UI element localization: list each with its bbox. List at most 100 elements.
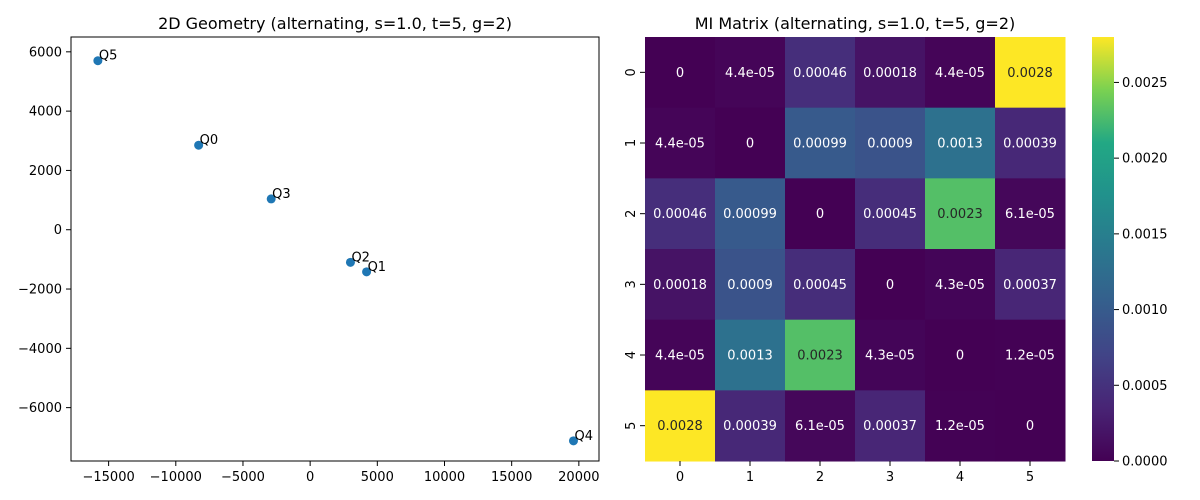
x-tick-label: −5000 <box>221 470 265 485</box>
colorbar-tick-label: 0.0010 <box>1122 303 1168 318</box>
heatmap-cell <box>715 319 786 391</box>
point-label: Q5 <box>99 49 118 64</box>
heatmap-cell-label: 0.0023 <box>797 349 843 364</box>
point-label: Q2 <box>351 250 370 265</box>
heatmap-cell-label: 0.0028 <box>1007 66 1053 81</box>
heatmap-cell-label: 0.00018 <box>863 66 917 81</box>
heatmap-cell-label: 0 <box>676 66 684 81</box>
heatmap-cell-label: 6.1e-05 <box>795 419 845 434</box>
heatmap-cell-label: 0.0009 <box>727 278 773 293</box>
heatmap-cell-label: 4.4e-05 <box>725 66 775 81</box>
point-label: Q0 <box>200 133 219 148</box>
point-marker <box>362 267 372 277</box>
heatmap-cell-label: 0.00037 <box>863 419 917 434</box>
heatmap-cell-label: 0.0013 <box>937 137 983 152</box>
col-tick-label: 5 <box>1026 470 1034 485</box>
heatmap-cell <box>925 37 996 109</box>
x-tick-label: 5000 <box>361 470 394 485</box>
col-tick-label: 3 <box>886 470 894 485</box>
point-marker <box>266 194 276 204</box>
colorbar-tick-label: 0.0005 <box>1122 379 1168 394</box>
heatmap-cell-label: 0.00046 <box>653 207 707 222</box>
heatmap-cell-label: 4.3e-05 <box>935 278 985 293</box>
heatmap-cell <box>995 390 1066 462</box>
point-marker <box>345 257 355 267</box>
heatmap-cell-label: 0.0028 <box>657 419 703 434</box>
heatmap-panel: MI Matrix (alternating, s=1.0, t=5, g=2)… <box>624 14 1168 485</box>
heatmap-cells: 0 4.4e-05 0.00046 0.00018 4.4e-05 0.0028 4.4e-… <box>645 37 1066 462</box>
heatmap-cell-label: 1.2e-05 <box>935 419 985 434</box>
heatmap-cell-label: 0.00037 <box>1003 278 1057 293</box>
colorbar-tick-label: 0.0020 <box>1122 152 1168 167</box>
scatter-ticks: −15000 −10000 −5000 0 5000 10000 15000 20000−60… <box>18 45 600 485</box>
heatmap-cell <box>855 249 926 321</box>
heatmap-cell <box>645 390 716 462</box>
heatmap-cell <box>785 37 856 109</box>
heatmap-cell <box>855 319 926 391</box>
heatmap-ticks: 0 1 2 3 4 5 0 1 2 3 4 5 <box>624 68 1034 485</box>
heatmap-cell-label: 0.0013 <box>727 349 773 364</box>
heatmap-cell <box>785 249 856 321</box>
row-tick-label: 1 <box>624 139 639 147</box>
row-tick-label: 3 <box>624 280 639 288</box>
x-tick-label: 15000 <box>491 470 532 485</box>
heatmap-cell-label: 0.0009 <box>867 137 913 152</box>
scatter-title: 2D Geometry (alternating, s=1.0, t=5, g=… <box>158 14 512 33</box>
heatmap-cell-label: 0.00045 <box>793 278 847 293</box>
heatmap-cell <box>645 249 716 321</box>
x-tick-label: 0 <box>306 470 314 485</box>
y-tick-label: −6000 <box>18 401 62 416</box>
heatmap-cell-label: 4.4e-05 <box>655 349 705 364</box>
heatmap-cell-label: 0.00039 <box>1003 137 1057 152</box>
heatmap-cell <box>995 37 1066 109</box>
heatmap-cell <box>715 37 786 109</box>
heatmap-cell <box>925 319 996 391</box>
point-label: Q4 <box>574 429 593 444</box>
heatmap-cell-label: 6.1e-05 <box>1005 207 1055 222</box>
row-tick-label: 2 <box>624 210 639 218</box>
heatmap-cell <box>785 107 856 179</box>
heatmap-cell-label: 0 <box>746 137 754 152</box>
x-tick-label: 10000 <box>424 470 465 485</box>
heatmap-cell-label: 0 <box>886 278 894 293</box>
y-tick-label: 4000 <box>29 105 62 120</box>
heatmap-cell <box>715 107 786 179</box>
col-tick-label: 1 <box>746 470 754 485</box>
colorbar-tick-label: 0.0025 <box>1122 76 1168 91</box>
col-tick-label: 2 <box>816 470 824 485</box>
point-marker <box>568 436 578 446</box>
heatmap-cell-label: 4.4e-05 <box>655 137 705 152</box>
heatmap-cell <box>925 107 996 179</box>
y-tick-label: 6000 <box>29 45 62 60</box>
heatmap-cell-label: 0.00046 <box>793 66 847 81</box>
heatmap-cell <box>645 319 716 391</box>
heatmap-cell <box>785 178 856 250</box>
heatmap-cell-label: 0.00018 <box>653 278 707 293</box>
row-tick-label: 5 <box>624 422 639 430</box>
heatmap-cell <box>855 37 926 109</box>
heatmap-cell <box>785 390 856 462</box>
heatmap-cell-label: 0 <box>956 349 964 364</box>
heatmap-cell <box>785 319 856 391</box>
heatmap-cell-label: 0 <box>816 207 824 222</box>
heatmap-cell-label: 0.00045 <box>863 207 917 222</box>
heatmap-cell <box>645 37 716 109</box>
heatmap-cell <box>925 178 996 250</box>
col-tick-label: 4 <box>956 470 964 485</box>
point-label: Q1 <box>368 260 387 275</box>
row-tick-label: 4 <box>624 351 639 359</box>
scatter-panel: 2D Geometry (alternating, s=1.0, t=5, g=… <box>18 14 600 485</box>
colorbar: 0.0000 0.0005 0.0010 0.0015 0.0020 0.0025 <box>1092 37 1168 470</box>
y-tick-label: −2000 <box>18 283 62 298</box>
heatmap-cell-label: 0.0023 <box>937 207 983 222</box>
colorbar-bar <box>1092 37 1114 461</box>
point-marker <box>194 140 204 150</box>
heatmap-cell <box>715 178 786 250</box>
heatmap-cell <box>715 249 786 321</box>
col-tick-label: 0 <box>676 470 684 485</box>
y-tick-label: 0 <box>54 223 62 238</box>
heatmap-cell-label: 1.2e-05 <box>1005 349 1055 364</box>
heatmap-cell-label: 4.4e-05 <box>935 66 985 81</box>
